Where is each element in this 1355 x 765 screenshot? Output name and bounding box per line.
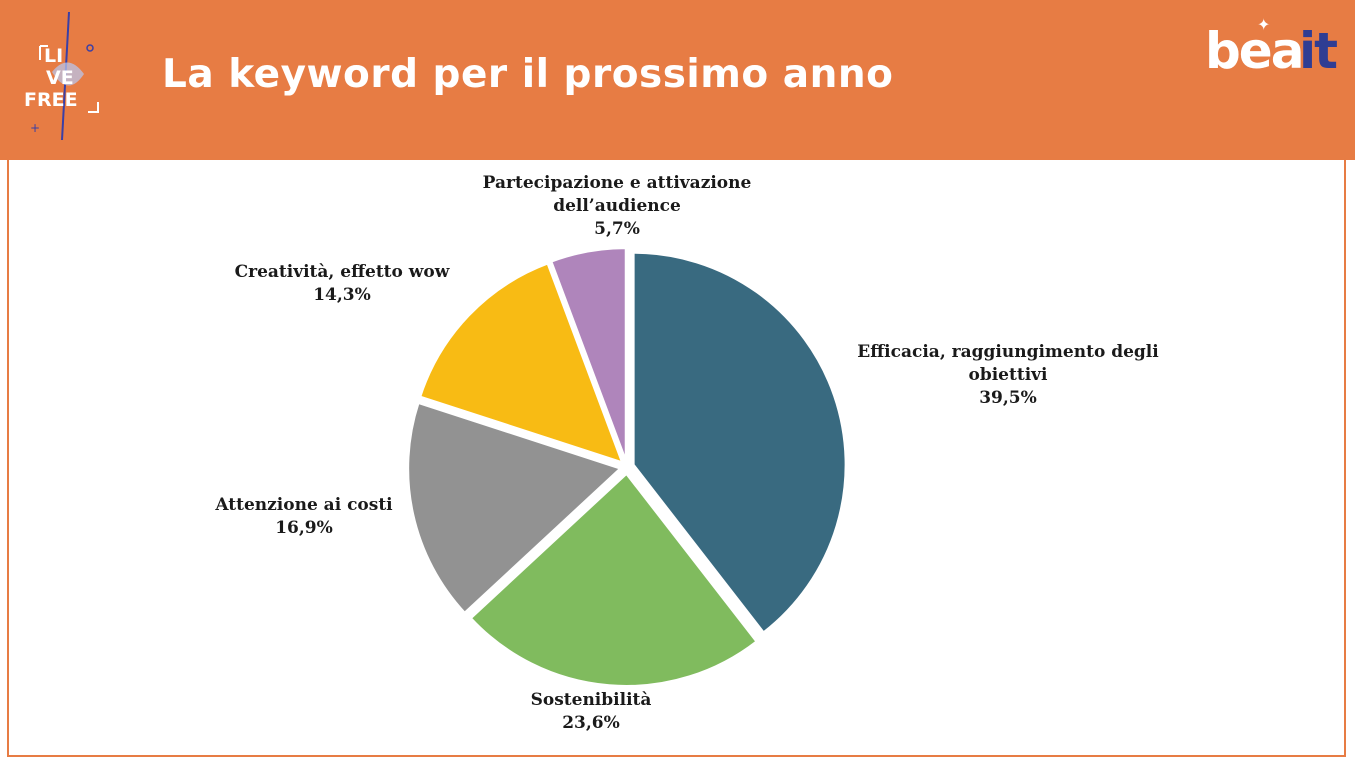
header-bar	[0, 0, 1355, 160]
bracket-right	[88, 102, 99, 113]
slice-category-label-1: Efficacia, raggiungimento degli	[857, 342, 1159, 362]
logo-beait-main: bea	[1205, 22, 1302, 78]
pie-slice-3	[407, 401, 623, 615]
slice-category-label-2: Sostenibilità	[531, 690, 652, 710]
plus-icon: +	[30, 121, 40, 135]
slice-category-label-5: dell’audience	[553, 196, 681, 216]
pie-slice-4	[419, 262, 624, 464]
slice-value-label-4: 14,3%	[313, 285, 371, 305]
logo-live-line-2: VE	[46, 67, 74, 89]
star-icon: ✦	[1257, 15, 1270, 34]
slice-value-label-1: 39,5%	[979, 388, 1037, 408]
pie-slice-2	[469, 472, 758, 687]
live-free-logo: LI VE FREE +	[24, 12, 99, 141]
pie-slice-1	[632, 251, 847, 634]
slice-category-label-5: Partecipazione e attivazione	[483, 173, 752, 193]
bracket-left	[39, 45, 48, 60]
pie-slice-5	[550, 247, 627, 461]
logo-beait-accent: it	[1299, 22, 1337, 78]
logo-live-line-1: LI	[44, 45, 63, 67]
slice-value-label-5: 5,7%	[594, 219, 640, 239]
slice-category-label-3: Attenzione ai costi	[214, 495, 393, 515]
beait-logo: bea it ✦	[1205, 15, 1339, 78]
page-title: La keyword per il prossimo anno	[162, 52, 894, 97]
spark-dot	[86, 44, 94, 52]
spark-glow	[52, 62, 84, 86]
logo-live-line-3: FREE	[24, 89, 78, 111]
slice-value-label-2: 23,6%	[562, 713, 620, 733]
slice-category-label-1: obiettivi	[969, 365, 1049, 385]
content-frame	[7, 160, 1346, 757]
slice-category-label-4: Creatività, effetto wow	[235, 262, 450, 282]
slice-value-label-3: 16,9%	[275, 518, 333, 538]
